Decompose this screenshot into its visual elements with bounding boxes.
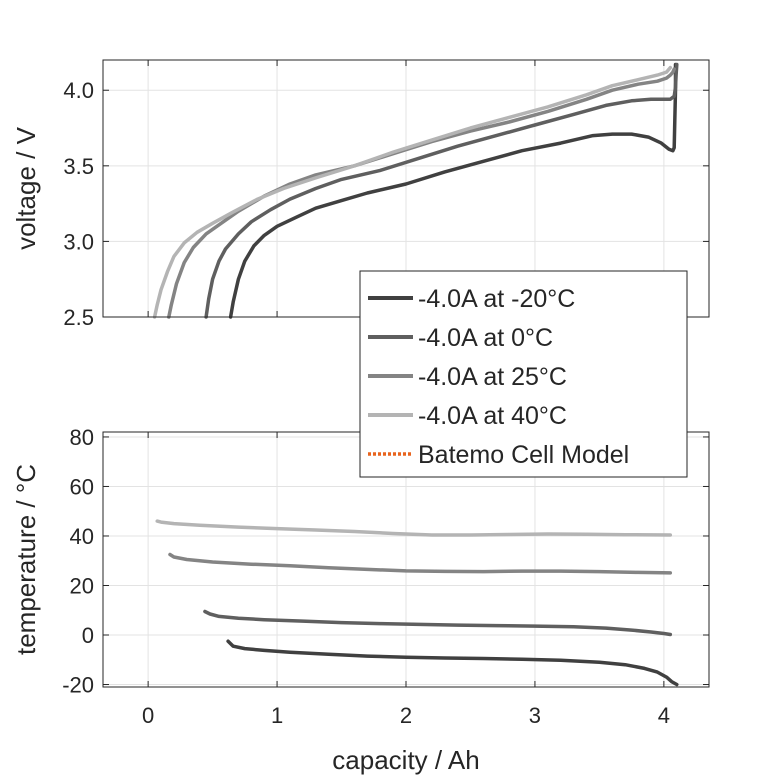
temperature-series-line: [155, 519, 673, 537]
temperature-series-line: [226, 639, 679, 687]
legend-label: Batemo Cell Model: [418, 441, 629, 469]
temperature-ytick-label: 20: [70, 573, 94, 598]
legend-label: -4.0A at 25°C: [418, 363, 567, 391]
voltage-series-line: [228, 62, 678, 319]
voltage-series-line: [204, 62, 679, 319]
voltage-ytick-label: 4.0: [63, 78, 94, 103]
temperature-ytick-label: 80: [70, 425, 94, 450]
temperature-xtick-label: 4: [658, 703, 670, 728]
legend-label: -4.0A at 40°C: [418, 402, 567, 430]
voltage-series-line: [152, 65, 673, 319]
legend-box: [359, 270, 688, 478]
legend-label: -4.0A at 0°C: [418, 324, 553, 352]
voltage-ytick-label: 2.5: [63, 305, 94, 330]
temperature-xtick-label: 3: [529, 703, 541, 728]
legend-label: -4.0A at -20°C: [418, 285, 575, 313]
temperature-xtick-label: 1: [271, 703, 283, 728]
temperature-xlabel: capacity / Ah: [332, 745, 479, 775]
temperature-ytick-label: -20: [62, 673, 94, 698]
temperature-ytick-label: 40: [70, 524, 94, 549]
temperature-xtick-label: 2: [400, 703, 412, 728]
voltage-ytick-label: 3.5: [63, 154, 94, 179]
voltage-ylabel: voltage / V: [11, 126, 41, 250]
temperature-series-line: [168, 552, 673, 575]
temperature-ytick-label: 0: [82, 623, 94, 648]
legend: -4.0A at -20°C -4.0A at 0°C -4.0A at 25°C -…: [359, 270, 688, 478]
temperature-series-line: [203, 609, 673, 637]
temperature-ylabel: temperature / °C: [11, 464, 41, 655]
voltage-ytick-label: 3.0: [63, 229, 94, 254]
temperature-ytick-label: 60: [70, 474, 94, 499]
temperature-xtick-label: 0: [142, 703, 154, 728]
